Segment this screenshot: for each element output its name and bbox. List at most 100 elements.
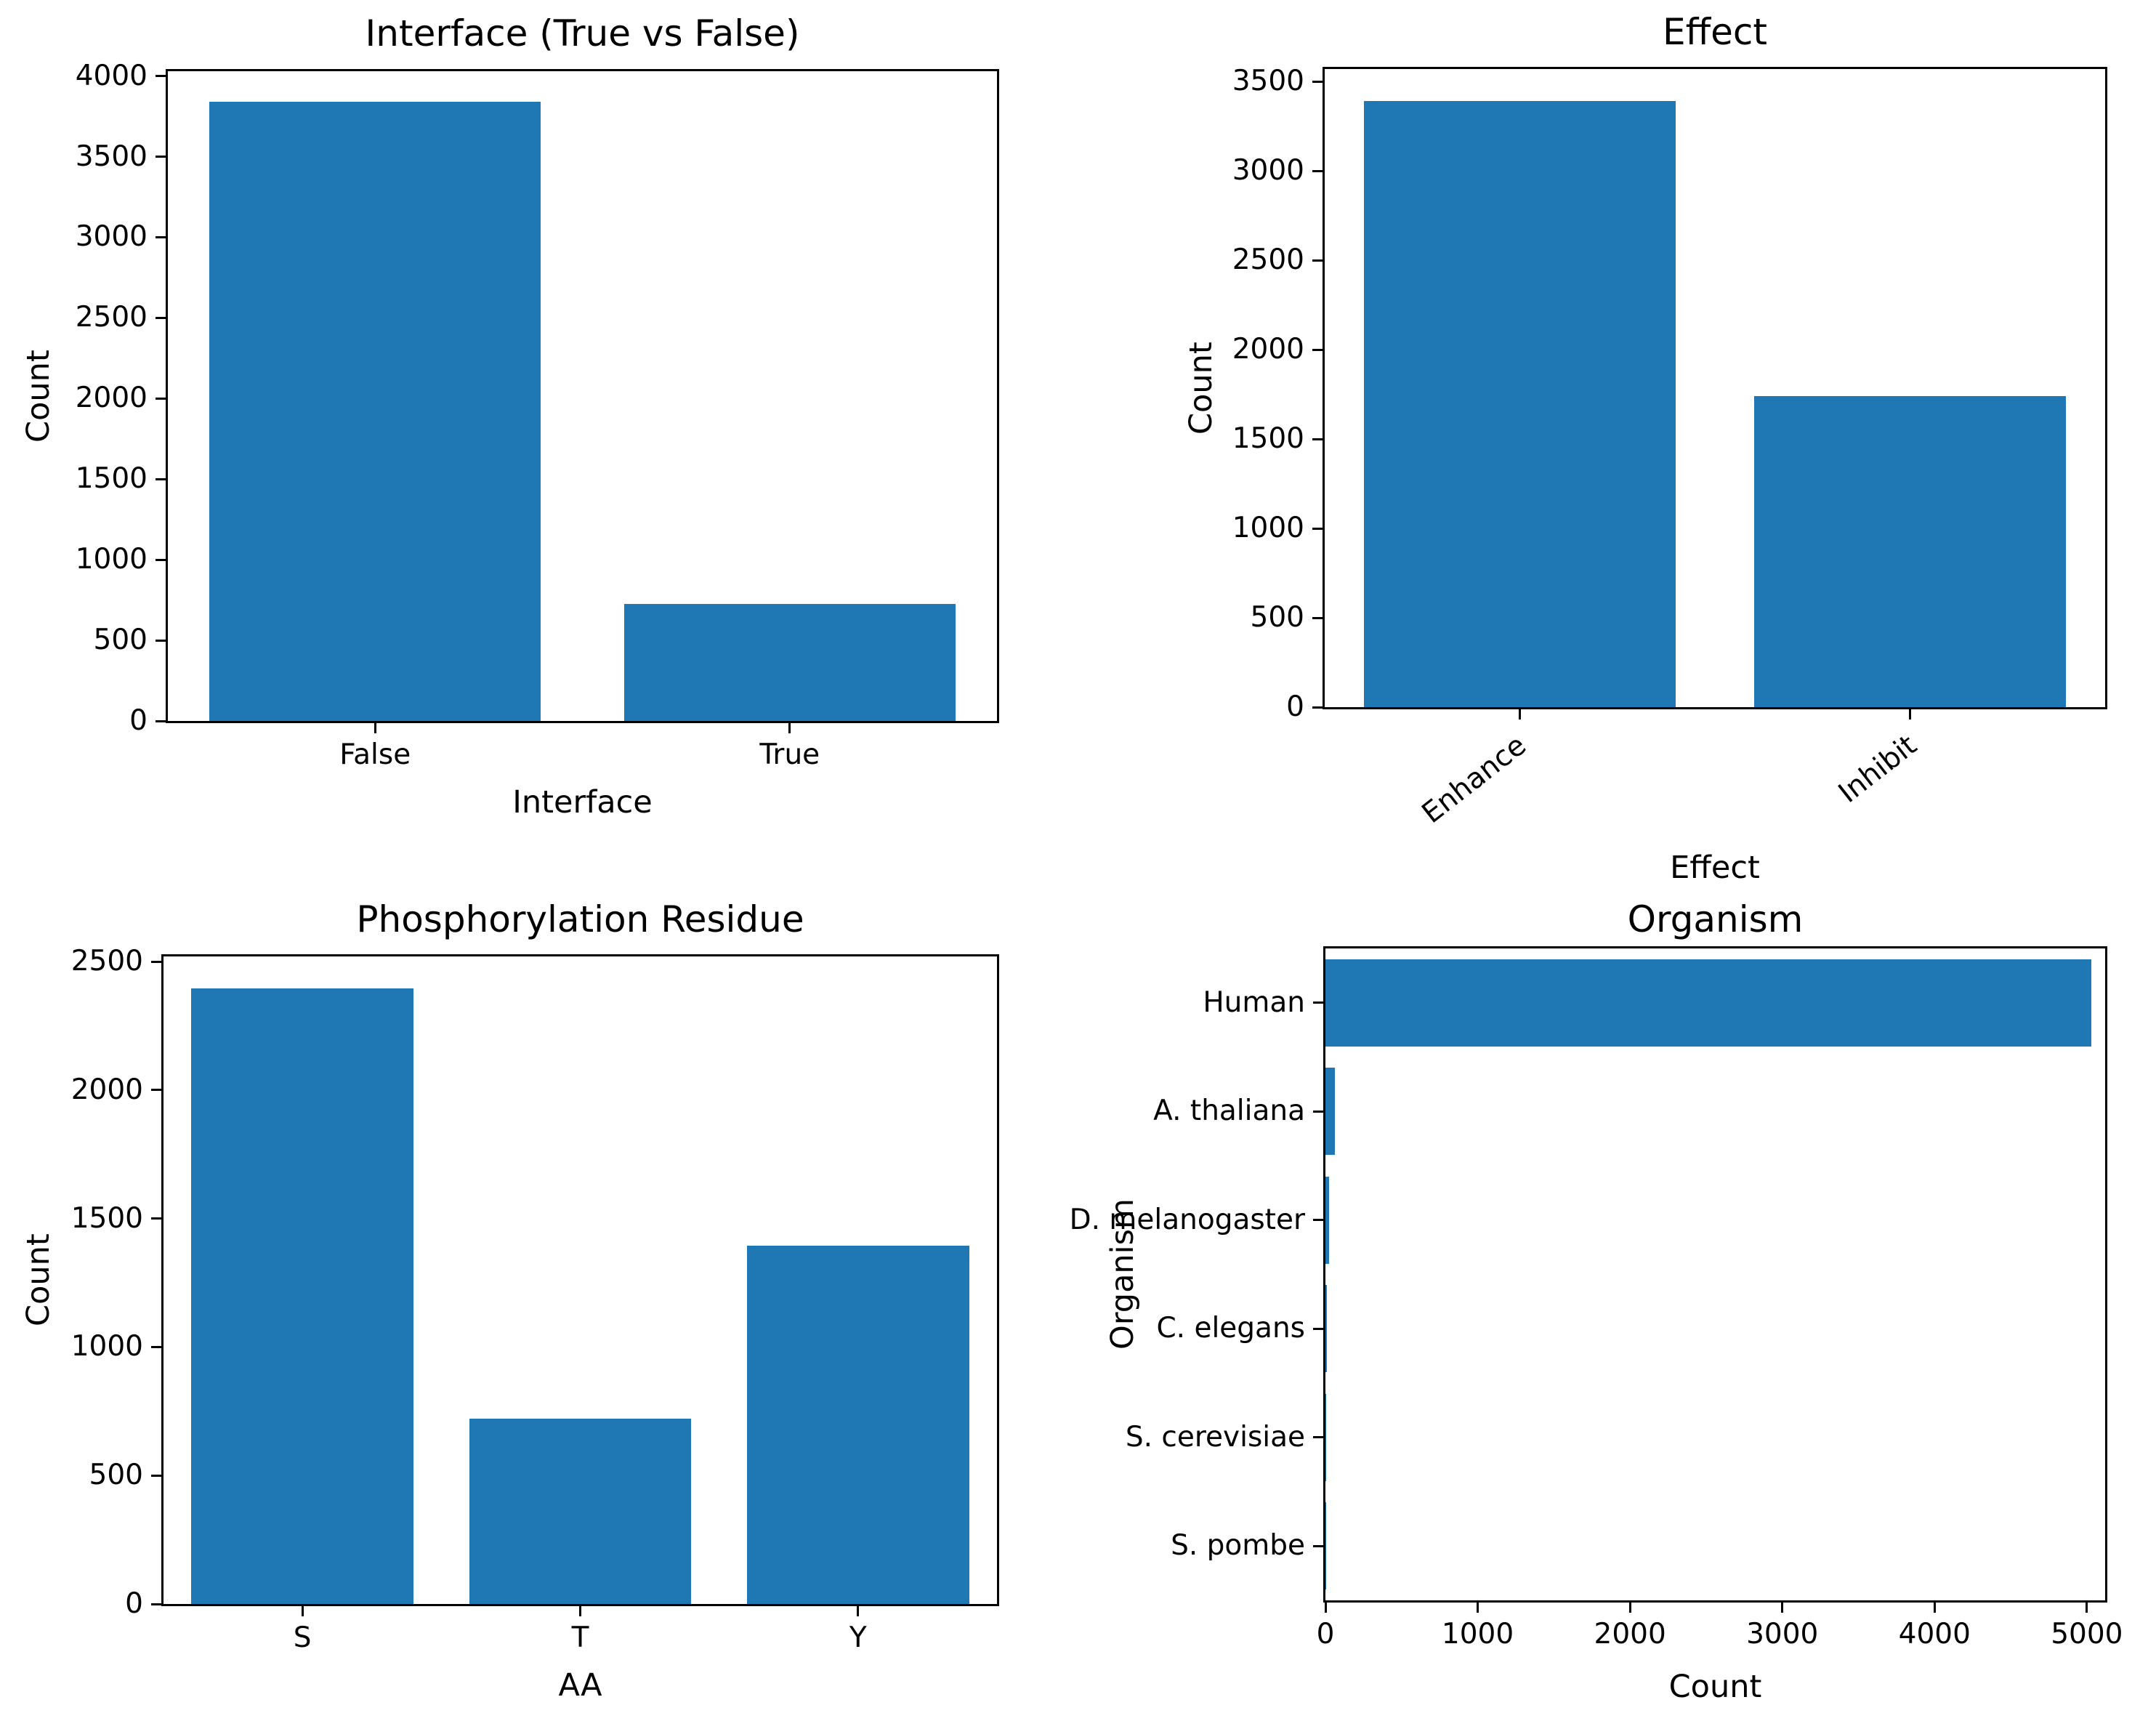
x-tick-label: True <box>759 738 820 771</box>
y-tick-label: 2000 <box>1232 333 1304 366</box>
y-tick-mark <box>1312 348 1323 351</box>
plot-area-effect: 0 500 1000 1500 2000 2500 3000 3500 Enhance Inhib… <box>1232 65 2107 830</box>
x-tick-label: T <box>571 1621 589 1654</box>
y-tick-label: 500 <box>89 1459 143 1492</box>
x-tick-mark <box>1477 1603 1479 1613</box>
y-tick-label: 3000 <box>1232 154 1304 188</box>
y-tick-label: D. melanogaster <box>1069 1203 1305 1236</box>
plot-area-organism: 0 1000 2000 3000 4000 5000 Human A. thaliana D. … <box>1070 946 2123 1651</box>
y-tick-label: 2500 <box>1232 243 1304 277</box>
bar-s <box>191 988 414 1604</box>
x-tick-mark <box>301 1606 304 1616</box>
x-tick-mark <box>857 1606 860 1616</box>
y-tick-mark <box>1313 1327 1323 1330</box>
y-tick-label: 1000 <box>70 1330 143 1363</box>
x-tick-label: 4000 <box>1898 1618 1971 1651</box>
x-axis-label-effect: Effect <box>1670 850 1760 886</box>
y-tick-label: 500 <box>1250 601 1304 634</box>
y-tick-mark <box>1312 616 1323 619</box>
y-tick-mark <box>1312 169 1323 172</box>
y-tick-label: 3000 <box>75 220 148 254</box>
y-tick-mark <box>151 1217 161 1220</box>
y-tick-mark <box>156 558 166 561</box>
y-tick-mark <box>151 1089 161 1092</box>
y-tick-mark <box>1313 1110 1323 1113</box>
y-tick-label: A. thaliana <box>1153 1095 1305 1128</box>
y-tick-label: 0 <box>129 704 148 737</box>
x-tick-label: 5000 <box>2051 1618 2123 1651</box>
chart-title-phosphorylation-residue: Phosphorylation Residue <box>356 898 804 940</box>
y-tick-mark <box>151 1345 161 1348</box>
y-tick-mark <box>151 960 161 963</box>
y-tick-label: Human <box>1203 986 1305 1019</box>
plot-area-interface: 0 500 1000 1500 2000 2500 3000 3500 4000 False Tru… <box>76 60 999 771</box>
x-axis-label-phosphorylation-residue: AA <box>558 1667 602 1704</box>
x-tick-mark <box>1324 1603 1327 1613</box>
x-tick-label: S <box>293 1621 312 1654</box>
y-tick-mark <box>1312 527 1323 530</box>
bar-enhance <box>1363 101 1676 707</box>
y-tick-mark <box>1313 1219 1323 1222</box>
y-tick-mark <box>156 75 166 78</box>
x-tick-label: Y <box>849 1621 867 1654</box>
bar-human <box>1325 959 2092 1047</box>
x-tick-mark <box>788 723 791 733</box>
y-tick-label: 2000 <box>70 1073 143 1106</box>
bar-t <box>469 1419 692 1604</box>
x-axis-label-interface: Interface <box>512 784 653 821</box>
bar-d-melanogaster <box>1325 1176 1330 1264</box>
y-tick-label: 2500 <box>75 301 148 334</box>
bar-y <box>746 1245 969 1604</box>
y-tick-mark <box>156 316 166 319</box>
x-tick-mark <box>1781 1603 1784 1613</box>
x-tick-mark <box>2086 1603 2088 1613</box>
y-tick-mark <box>151 1603 161 1605</box>
y-tick-mark <box>156 397 166 400</box>
plot-area-phosphorylation-residue: 0 500 1000 1500 2000 2500 S T Y <box>71 945 999 1654</box>
x-tick-mark <box>1519 709 1521 720</box>
y-tick-label: S. pombe <box>1171 1529 1305 1563</box>
y-tick-mark <box>1312 259 1323 262</box>
y-tick-label: 1500 <box>75 462 148 496</box>
x-tick-mark <box>1933 1603 1936 1613</box>
y-tick-label: S. cerevisiae <box>1125 1420 1305 1454</box>
x-tick-mark <box>1628 1603 1631 1613</box>
x-tick-label: 1000 <box>1441 1618 1514 1651</box>
y-tick-mark <box>156 235 166 238</box>
chart-title-interface: Interface (True vs False) <box>365 12 800 55</box>
bar-inhibit <box>1753 396 2067 707</box>
x-tick-label: Inhibit <box>1832 729 1923 810</box>
y-tick-label: 2000 <box>75 382 148 415</box>
x-axis-label-organism: Count <box>1668 1669 1762 1705</box>
y-axis-label-phosphorylation-residue: Count <box>20 1233 57 1327</box>
y-tick-label: 1500 <box>70 1201 143 1235</box>
bar-c-elegans <box>1325 1285 1327 1373</box>
y-axis-label-interface: Count <box>20 350 57 443</box>
x-tick-label: False <box>339 738 411 771</box>
bar-s-cerevisiae <box>1325 1393 1326 1481</box>
y-tick-label: 0 <box>125 1587 143 1620</box>
x-tick-label: Enhance <box>1416 729 1533 830</box>
y-tick-label: 1000 <box>1232 512 1304 545</box>
x-tick-label: 3000 <box>1746 1618 1819 1651</box>
y-axis-label-organism: Organism <box>1105 1198 1141 1350</box>
y-tick-label: 500 <box>93 624 148 657</box>
y-tick-label: C. elegans <box>1156 1312 1305 1345</box>
y-axis-label-effect: Count <box>1183 342 1219 435</box>
y-tick-mark <box>156 477 166 480</box>
y-tick-label: 0 <box>1286 690 1304 723</box>
y-tick-mark <box>1312 706 1323 709</box>
y-tick-mark <box>156 720 166 722</box>
y-tick-label: 1000 <box>75 543 148 576</box>
y-tick-label: 4000 <box>75 59 148 92</box>
bar-false <box>209 102 541 721</box>
x-tick-label: 2000 <box>1594 1618 1666 1651</box>
y-tick-mark <box>151 1474 161 1477</box>
y-tick-mark <box>1312 438 1323 440</box>
y-tick-label: 1500 <box>1232 422 1304 456</box>
bar-true <box>623 604 956 721</box>
y-tick-label: 2500 <box>70 945 143 978</box>
y-tick-mark <box>1313 1436 1323 1439</box>
x-tick-mark <box>1909 709 1911 720</box>
